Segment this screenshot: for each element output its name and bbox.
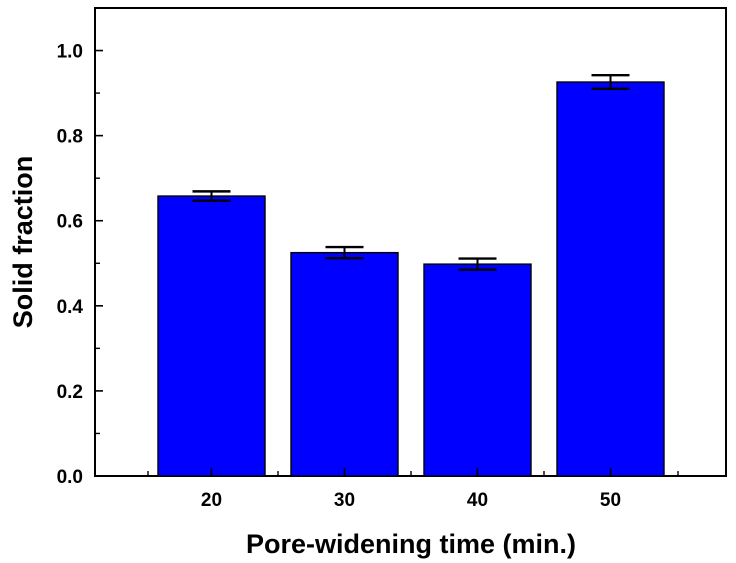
y-tick-label: 0.8 [57, 127, 83, 148]
x-tick-label: 50 [600, 490, 621, 511]
y-tick-label: 0.4 [57, 297, 84, 318]
y-tick-label: 0.6 [57, 212, 83, 233]
bar-40 [423, 263, 532, 477]
bar-30 [290, 251, 399, 477]
bar-50 [556, 81, 665, 477]
x-tick-label: 20 [201, 490, 222, 511]
y-tick-label: 0.2 [57, 382, 83, 403]
y-tick-label: 0.0 [57, 467, 83, 488]
error-bars-group [192, 74, 630, 271]
x-tick-label: 30 [334, 490, 355, 511]
x-axis: 20 30 40 50 [147, 468, 679, 511]
y-axis: 0.0 0.2 0.4 0.6 0.8 1.0 [57, 42, 103, 488]
bar-20 [157, 195, 266, 477]
y-tick-label: 1.0 [57, 42, 83, 63]
bars-group [157, 81, 665, 477]
x-axis-title: Pore-widening time (min.) [246, 529, 576, 559]
x-tick-label: 40 [467, 490, 488, 511]
y-axis-title: Solid fraction [8, 156, 38, 329]
